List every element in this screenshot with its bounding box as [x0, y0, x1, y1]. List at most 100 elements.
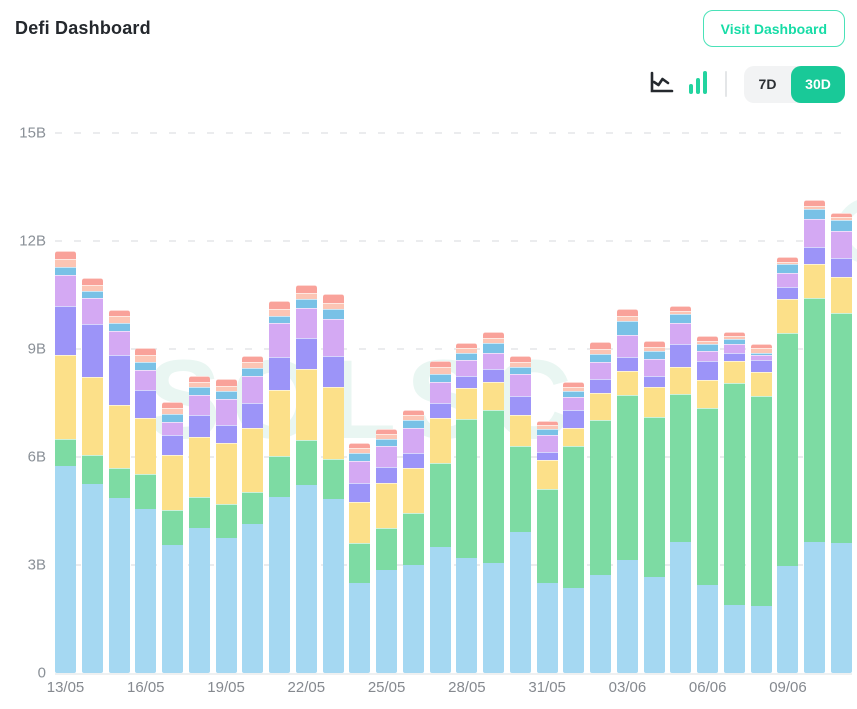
bar-segment-sky-blue	[162, 544, 184, 673]
bar-segment-salmon-red	[804, 199, 826, 207]
bar-13/05[interactable]	[55, 251, 76, 673]
bar-segment-sky-blue	[55, 466, 76, 673]
bar-segment-periwinkle	[188, 414, 210, 437]
bar-segment-yellow	[616, 370, 638, 396]
bar-segment-yellow	[215, 443, 237, 505]
bar-segment-lavender	[723, 344, 745, 354]
bar-segment-green	[456, 418, 478, 559]
bar-30/05[interactable]	[509, 355, 531, 673]
bar-segment-sky-blue	[402, 565, 424, 673]
bar-09/06[interactable]	[777, 256, 799, 673]
bar-10/06[interactable]	[804, 199, 826, 673]
bar-14/05[interactable]	[81, 278, 103, 673]
bar-04/06[interactable]	[643, 340, 665, 673]
line-chart-toggle-button[interactable]	[647, 70, 675, 99]
bar-segment-sky-blue	[590, 575, 612, 673]
bar-segment-lavender	[616, 335, 638, 357]
bar-segment-periwinkle	[643, 375, 665, 388]
gridline	[55, 456, 852, 458]
bar-segment-yellow	[804, 264, 826, 299]
bar-segment-lavender	[483, 352, 505, 370]
bar-segment-salmon-light	[322, 302, 344, 310]
bar-23/05[interactable]	[322, 293, 344, 673]
bar-26/05[interactable]	[402, 409, 424, 673]
bar-segment-sky-blue	[295, 485, 317, 673]
bar-segment-blue	[643, 350, 665, 360]
y-axis-label: 3B	[27, 556, 46, 574]
range-7d-button[interactable]: 7D	[744, 66, 791, 103]
bar-segment-salmon-red	[697, 335, 719, 341]
bar-25/05[interactable]	[376, 429, 398, 673]
bar-segment-yellow	[376, 482, 398, 529]
bar-segment-salmon-red	[376, 429, 398, 434]
range-30d-button[interactable]: 30D	[791, 65, 845, 103]
bar-27/05[interactable]	[429, 360, 451, 673]
bar-05/06[interactable]	[670, 306, 692, 673]
bar-20/05[interactable]	[242, 355, 264, 673]
visit-dashboard-button[interactable]: Visit Dashboard	[702, 10, 845, 47]
bar-segment-salmon-light	[643, 346, 665, 351]
bar-segment-salmon-light	[215, 385, 237, 392]
bar-28/05[interactable]	[456, 342, 478, 673]
bar-segment-yellow	[322, 387, 344, 460]
bar-segment-salmon-light	[590, 349, 612, 355]
bar-segment-salmon-light	[242, 361, 264, 368]
bar-21/05[interactable]	[269, 300, 291, 673]
bar-segment-blue	[108, 322, 130, 332]
bar-08/06[interactable]	[750, 344, 772, 673]
bar-segment-periwinkle	[723, 353, 745, 361]
bar-segment-salmon-light	[723, 336, 745, 340]
bar-chart-toggle-button[interactable]	[688, 70, 708, 98]
bar-segment-green	[322, 459, 344, 500]
bar-segment-yellow	[242, 427, 264, 492]
bar-segment-salmon-red	[188, 375, 210, 383]
bar-segment-salmon-red	[643, 340, 665, 347]
bar-segment-lavender	[563, 396, 585, 410]
bar-15/05[interactable]	[108, 309, 130, 673]
bar-segment-salmon-light	[269, 309, 291, 316]
bar-segment-yellow	[483, 381, 505, 410]
bar-18/05[interactable]	[188, 375, 210, 673]
bar-31/05[interactable]	[536, 420, 558, 673]
bar-segment-salmon-red	[242, 355, 264, 362]
bar-segment-periwinkle	[536, 451, 558, 460]
bar-segment-yellow	[563, 428, 585, 446]
controls-divider	[725, 71, 727, 97]
bar-24/05[interactable]	[349, 443, 371, 673]
bar-segment-salmon-light	[804, 206, 826, 210]
bar-segment-sky-blue	[750, 606, 772, 673]
bar-22/05[interactable]	[295, 284, 317, 673]
bar-29/05[interactable]	[483, 332, 505, 673]
bar-segment-periwinkle	[804, 246, 826, 265]
bar-segment-periwinkle	[349, 483, 371, 502]
bar-segment-periwinkle	[269, 357, 291, 391]
bar-segment-salmon-light	[135, 355, 157, 363]
bar-segment-sky-blue	[804, 541, 826, 673]
bar-segment-green	[509, 445, 531, 532]
bar-segment-salmon-red	[349, 443, 371, 449]
bar-segment-salmon-light	[831, 217, 852, 221]
bar-segment-lavender	[269, 323, 291, 358]
bar-03/06[interactable]	[616, 309, 638, 673]
bar-17/05[interactable]	[162, 401, 184, 673]
bar-01/06[interactable]	[563, 381, 585, 673]
bar-segment-sky-blue	[483, 563, 505, 673]
bar-07/06[interactable]	[723, 331, 745, 673]
bar-segment-green	[402, 513, 424, 565]
bar-segment-blue	[536, 429, 558, 436]
bar-11/06[interactable]	[831, 212, 852, 673]
bar-06/06[interactable]	[697, 335, 719, 673]
bar-segment-blue	[81, 291, 103, 299]
bar-segment-periwinkle	[162, 435, 184, 455]
bar-16/05[interactable]	[135, 348, 157, 673]
bar-segment-salmon-red	[750, 344, 772, 349]
chart-controls: 7D 30D	[647, 65, 845, 103]
bar-segment-sky-blue	[509, 531, 531, 673]
bar-segment-salmon-light	[188, 382, 210, 388]
bar-segment-lavender	[188, 395, 210, 415]
bar-segment-salmon-red	[831, 212, 852, 218]
bar-segment-green	[269, 455, 291, 498]
bar-02/06[interactable]	[590, 341, 612, 673]
x-axis-label: 31/05	[528, 679, 566, 696]
bar-19/05[interactable]	[215, 379, 237, 673]
